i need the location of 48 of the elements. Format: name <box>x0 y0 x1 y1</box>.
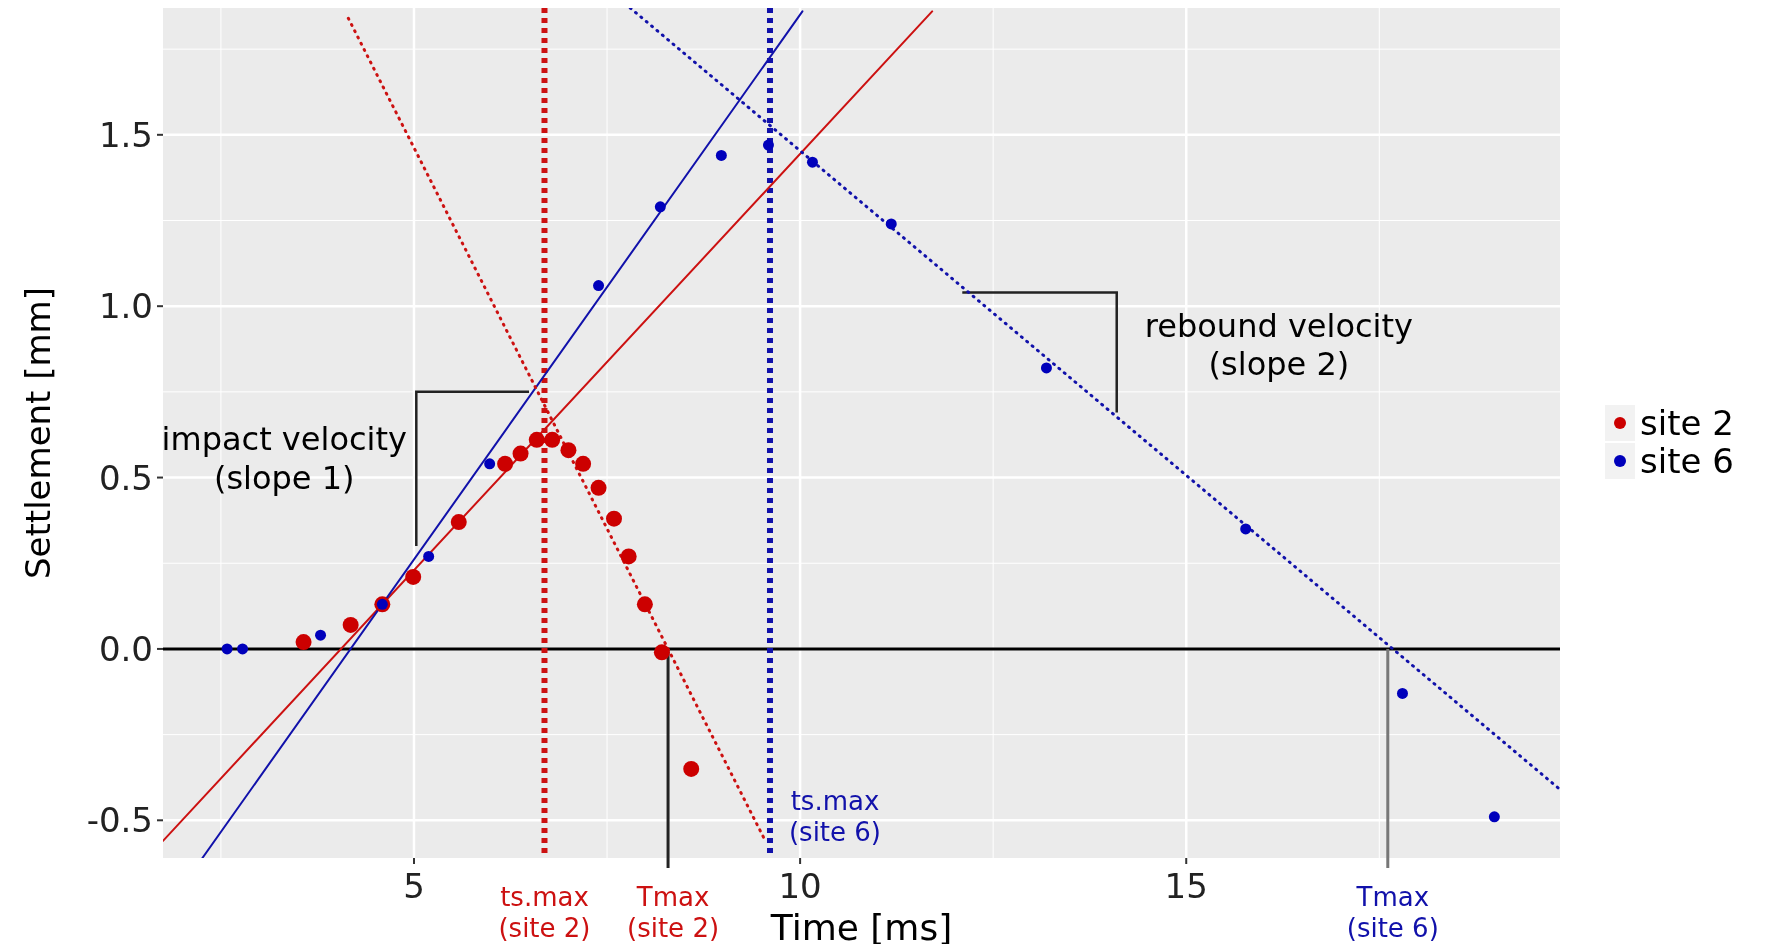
point <box>620 548 637 565</box>
point <box>715 149 727 161</box>
x-tick-label: 5 <box>403 866 425 906</box>
point <box>590 479 607 496</box>
point <box>237 643 249 655</box>
ref-line-label: Tmax (site 2) <box>627 882 720 944</box>
point <box>405 568 422 585</box>
point <box>683 760 700 777</box>
point <box>512 445 529 462</box>
point <box>654 201 666 213</box>
point <box>653 644 670 661</box>
point <box>315 629 327 641</box>
y-tick-label: 1.5 <box>98 114 153 155</box>
point <box>544 431 561 448</box>
point <box>342 616 359 633</box>
point <box>575 455 592 472</box>
point <box>605 510 622 527</box>
annotation: rebound velocity (slope 2) <box>1144 307 1413 384</box>
legend-label: site 6 <box>1640 441 1734 481</box>
point <box>1396 687 1408 699</box>
y-axis-title: Settlement [mm] <box>18 286 58 580</box>
ref-line-label: ts.max (site 2) <box>498 882 591 944</box>
point <box>497 455 514 472</box>
point <box>295 634 312 651</box>
point <box>806 156 818 168</box>
ref-line-label: Tmax (site 6) <box>1346 882 1439 944</box>
point <box>762 139 774 151</box>
legend-label: site 2 <box>1640 403 1734 443</box>
y-tick-label: -0.5 <box>86 800 153 841</box>
y-tick-label: 1.0 <box>98 286 153 327</box>
point <box>528 431 545 448</box>
annotation: impact velocity (slope 1) <box>161 420 407 497</box>
point <box>1240 523 1252 535</box>
point <box>1488 811 1500 823</box>
x-tick-label: 10 <box>778 866 822 906</box>
point <box>885 218 897 230</box>
point <box>221 643 233 655</box>
point <box>1040 362 1052 374</box>
y-tick-label: 0.5 <box>98 457 153 498</box>
point <box>636 596 653 613</box>
ref-line-label: ts.max (site 6) <box>788 786 882 848</box>
point <box>484 458 496 470</box>
point <box>450 514 467 531</box>
point <box>560 442 577 459</box>
y-tick-label: 0.0 <box>98 628 153 669</box>
point <box>593 280 605 292</box>
point <box>423 550 435 562</box>
x-tick-label: 15 <box>1164 866 1208 906</box>
